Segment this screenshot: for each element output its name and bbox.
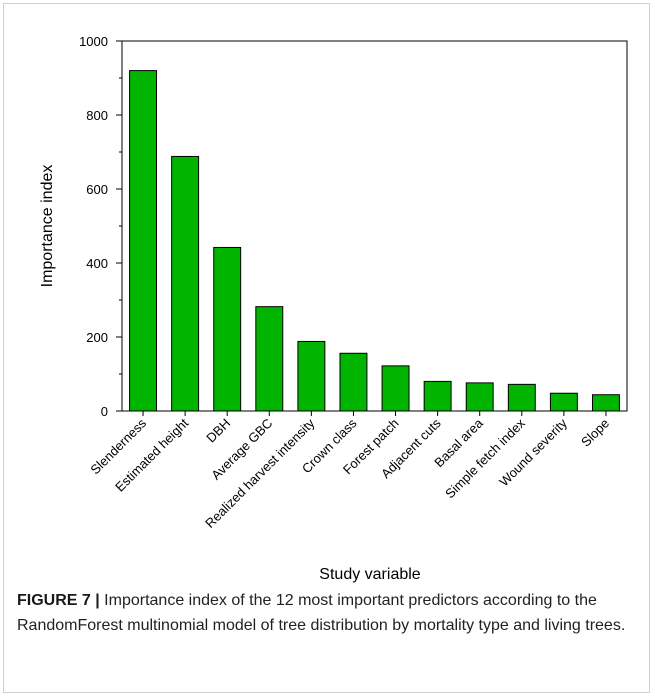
figure-caption: FIGURE 7 | Importance index of the 12 mo…	[17, 588, 639, 638]
caption-label: FIGURE 7 |	[17, 592, 100, 609]
bar	[591, 394, 620, 412]
bar	[255, 306, 284, 412]
x-tick-label: Slope	[578, 416, 612, 450]
bar	[213, 246, 242, 412]
bar	[171, 155, 200, 412]
bar	[381, 365, 410, 412]
y-tick-label: 1000	[79, 34, 108, 49]
bar	[297, 340, 326, 412]
y-tick-label: 600	[86, 182, 108, 197]
caption-text: Importance index of the 12 most importan…	[17, 592, 626, 634]
bar	[507, 383, 536, 412]
y-tick-label: 400	[86, 256, 108, 271]
bar	[549, 392, 578, 412]
bar	[423, 380, 452, 412]
x-tick-label: DBH	[203, 416, 233, 446]
bar	[339, 352, 368, 412]
y-axis-title: Importance index	[39, 165, 56, 288]
x-axis-title: Study variable	[319, 566, 420, 583]
figure-frame	[3, 3, 650, 693]
bars-group	[129, 70, 620, 412]
bar	[129, 70, 158, 412]
y-tick-label: 200	[86, 330, 108, 345]
y-tick-label: 800	[86, 108, 108, 123]
x-tick-label: Estimated height	[112, 415, 191, 494]
y-tick-label: 0	[101, 404, 108, 419]
bar	[465, 382, 494, 412]
